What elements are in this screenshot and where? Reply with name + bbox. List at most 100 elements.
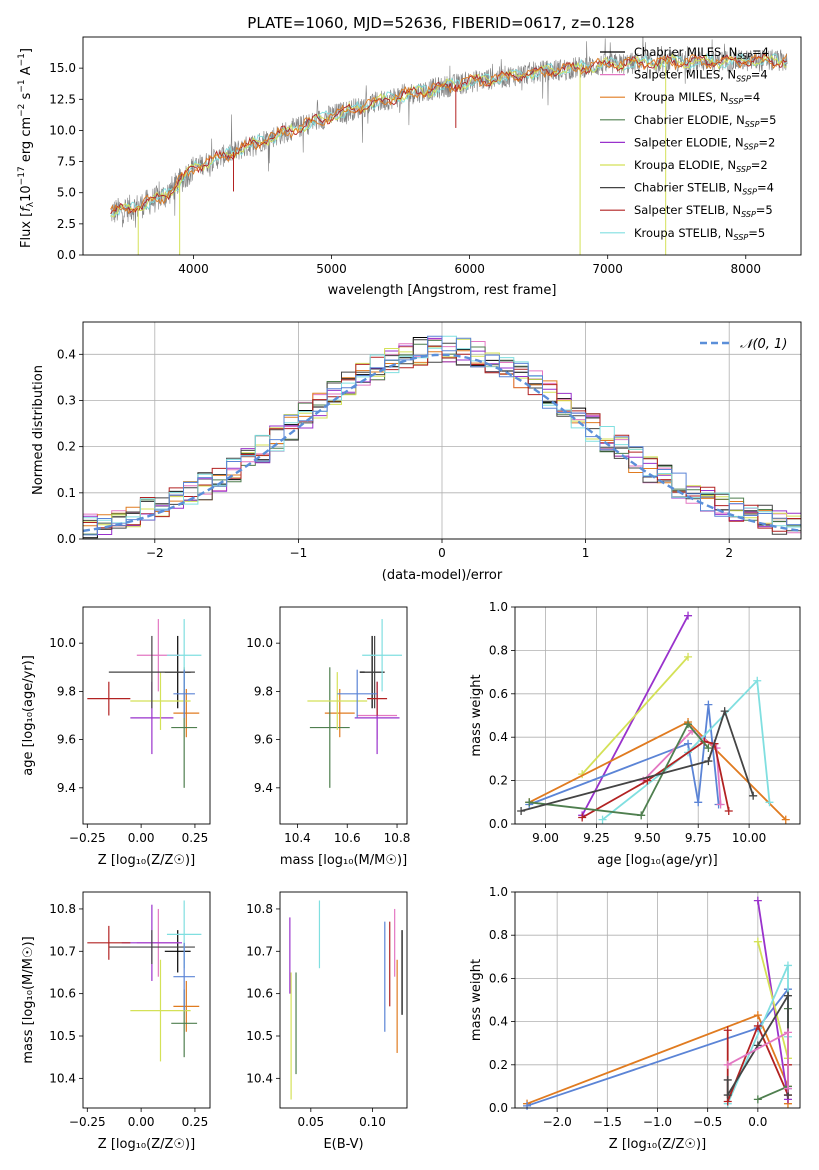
- mass-weight-age-marker-blue: [694, 798, 703, 807]
- age-vs-mass-panel: 10.4 10.6 10.8 9.4 9.6 9.8 10.0 mass [log₁₀(M/M…: [246, 606, 410, 868]
- age-vs-z-x-tick-label: 0.00: [128, 831, 155, 845]
- mass-weight-z-ticks: −2.0 −1.5 −1.0 −0.5 0.0 0.0 0.2 0.4 0.6 0.8 1.0: [489, 885, 800, 1129]
- mass-vs-z-x-label: Z [log₁₀(Z/Z☉)]: [98, 1137, 195, 1152]
- residual-x-tick-label: 2: [725, 546, 733, 560]
- spectrum-x-tick-label: 6000: [454, 262, 485, 276]
- mass-weight-age-x-tick-label: 10.00: [732, 831, 766, 845]
- mass-weight-age-marker-chabrier-stelib: [517, 806, 526, 815]
- mass-vs-ebv-panel: 0.05 0.10 10.4 10.5 10.6 10.7 10.8 E(B-V): [246, 891, 408, 1152]
- spectrum-x-tick-label: 4000: [178, 262, 209, 276]
- legend-label-chabrier-elodie: Chabrier ELODIE, NSSP=5: [634, 113, 776, 129]
- mass-weight-z-frame: [514, 891, 801, 1109]
- mass-vs-ebv-ticks: 0.05 0.10 10.4 10.5 10.6 10.7 10.8: [246, 902, 386, 1129]
- legend-label-chabrier-stelib: Chabrier STELIB, NSSP=4: [634, 181, 774, 197]
- gaussian-curve: [83, 353, 801, 533]
- residual-x-label: (data-model)/error: [382, 568, 503, 583]
- age-vs-z-y-tick-label: 9.6: [57, 733, 76, 747]
- age-vs-z-point-chabrier-stelib: [108, 635, 195, 709]
- spectrum-y-tick-label: 12.5: [49, 92, 76, 106]
- model-spectrum-kroupa-miles: [110, 53, 788, 215]
- mass-weight-z-marker-salpeter-stelib: [753, 1021, 762, 1030]
- mass-vs-z-ticks: −0.25 0.00 0.25 10.4 10.5 10.6 10.7 10.8: [49, 902, 208, 1129]
- mass-weight-age-x-tick-label: 9.50: [634, 831, 661, 845]
- spectrum-x-tick-label: 7000: [592, 262, 623, 276]
- mass-weight-z-marker-salpeter-miles: [723, 1060, 732, 1069]
- age-vs-z-point-kroupa-miles: [173, 688, 200, 738]
- mass-weight-z-x-tick-label: −1.0: [643, 1115, 672, 1129]
- mass-weight-age-x-label: age [log₁₀(age/yr)]: [597, 853, 718, 868]
- mass-weight-age-marker-chabrier-elodie: [525, 798, 534, 807]
- age-vs-z-y-label: age [log₁₀(age/yr)]: [21, 655, 36, 776]
- residual-y-label: Normed distribution: [31, 365, 46, 495]
- spectrum-y-label: Flux [fλ10−17 erg cm−2 s−1 A−1]: [17, 48, 36, 248]
- mass-weight-age-marker-blue: [704, 700, 713, 709]
- spectrum-y-tick-label: 10.0: [49, 123, 76, 137]
- mass-weight-z-series-salpeter-miles: [723, 1028, 792, 1093]
- mass-weight-z-x-label: Z [log₁₀(Z/Z☉)]: [609, 1137, 706, 1152]
- spectrum-legend: Chabrier MILES, NSSP=4 Salpeter MILES, NS…: [600, 45, 776, 242]
- spectrum-ticks: 4000 5000 6000 7000 8000 0.0 2.5 5.0 7.5 10.0 12.5…: [49, 61, 761, 276]
- mass-weight-z-marker-chabrier-stelib: [723, 1075, 732, 1084]
- age-vs-z-x-tick-label: 0.25: [182, 831, 209, 845]
- mass-weight-z-y-tick-label: 0.6: [489, 971, 508, 985]
- age-vs-mass-point-chabrier-elodie: [309, 667, 350, 788]
- observed-spectrum-line: [110, 37, 788, 228]
- mass-vs-z-point-chabrier-miles: [164, 930, 191, 973]
- mass-weight-z-y-tick-label: 0.0: [489, 1101, 508, 1115]
- mass-vs-ebv-y-tick-label: 10.7: [246, 944, 273, 958]
- mass-vs-z-point-chabrier-stelib: [108, 930, 195, 964]
- figure-title: PLATE=1060, MJD=52636, FIBERID=0617, z=0…: [247, 14, 634, 32]
- mass-weight-age-marker-blue: [684, 739, 693, 748]
- mass-vs-z-point-kroupa-elodie: [130, 959, 191, 1062]
- mass-vs-z-frame: [82, 891, 211, 1109]
- mass-weight-age-x-tick-label: 9.00: [532, 831, 559, 845]
- mass-vs-z-y-tick-label: 10.6: [49, 987, 76, 1001]
- mass-weight-z-marker-chabrier-elodie: [753, 1095, 762, 1104]
- mass-weight-z-marker-blue: [523, 1101, 532, 1110]
- mass-weight-z-marker-salpeter-miles: [783, 1028, 792, 1037]
- mass-vs-z-y-tick-label: 10.5: [49, 1029, 76, 1043]
- mass-weight-age-series-kroupa-elodie: [578, 652, 693, 779]
- age-vs-z-x-label: Z [log₁₀(Z/Z☉)]: [98, 853, 195, 868]
- mass-weight-z-marker-chabrier-stelib: [723, 1091, 732, 1100]
- age-vs-z-panel: −0.25 0.00 0.25 9.4 9.6 9.8 10.0 Z [log₁₀(Z/Z☉)…: [21, 606, 211, 868]
- residual-plot-area: −2 −1 0 1 2 0.0 0.1 0.2 0.3 0.4: [57, 321, 802, 560]
- mass-weight-age-line-chabrier-stelib: [520, 708, 755, 812]
- mass-weight-z-y-tick-label: 1.0: [489, 885, 508, 899]
- age-vs-mass-point-kroupa-stelib: [362, 619, 403, 692]
- age-vs-mass-x-tick-label: 10.4: [284, 831, 311, 845]
- mass-weight-age-marker-kroupa-miles: [781, 815, 790, 824]
- mass-weight-z-y-tick-label: 0.8: [489, 928, 508, 942]
- age-vs-z-point-salpeter-stelib: [87, 681, 131, 716]
- residual-x-tick-label: 0: [438, 546, 446, 560]
- mass-weight-age-line-chabrier-elodie: [529, 722, 710, 817]
- age-vs-mass-points: [307, 619, 403, 788]
- mass-weight-age-x-tick-label: 9.75: [685, 831, 712, 845]
- residual-y-tick-label: 0.1: [57, 486, 76, 500]
- mass-vs-z-y-label: mass [log₁₀(M/M☉)]: [21, 936, 36, 1063]
- mass-weight-age-line-kroupa-stelib: [601, 678, 771, 821]
- mass-weight-age-marker-chabrier-elodie: [684, 720, 693, 729]
- residual-y-tick-label: 0.0: [57, 532, 76, 546]
- mass-vs-ebv-y-tick-label: 10.6: [246, 987, 273, 1001]
- mass-weight-vs-z-panel: −2.0 −1.5 −1.0 −0.5 0.0 0.0 0.2 0.4 0.6 0.8 1.0 Z […: [469, 885, 801, 1152]
- mass-vs-z-x-tick-label: 0.00: [128, 1115, 155, 1129]
- mass-weight-age-line-kroupa-miles: [528, 720, 787, 821]
- residual-x-tick-label: −2: [146, 546, 164, 560]
- age-vs-z-y-tick-label: 10.0: [49, 636, 76, 650]
- mass-weight-z-x-tick-label: −1.5: [593, 1115, 622, 1129]
- mass-weight-age-y-tick-label: 1.0: [489, 600, 508, 614]
- age-vs-mass-point-chabrier-stelib: [364, 635, 385, 709]
- age-vs-mass-x-tick-label: 10.6: [334, 831, 361, 845]
- spectrum-x-label: wavelength [Angstrom, rest frame]: [328, 283, 557, 298]
- mass-weight-age-line-salpeter-stelib: [581, 740, 730, 819]
- mass-weight-age-x-tick-label: 9.25: [583, 831, 610, 845]
- mass-weight-age-marker-chabrier-stelib: [749, 791, 758, 800]
- age-vs-mass-x-label: mass [log₁₀(M/M☉)]: [280, 853, 407, 868]
- mass-weight-z-x-tick-label: 0.0: [748, 1115, 767, 1129]
- residual-y-tick-label: 0.3: [57, 393, 76, 407]
- mass-weight-z-marker-kroupa-stelib: [783, 961, 792, 970]
- mass-weight-z-marker-kroupa-elodie: [753, 937, 762, 946]
- age-vs-mass-frame: [279, 606, 408, 825]
